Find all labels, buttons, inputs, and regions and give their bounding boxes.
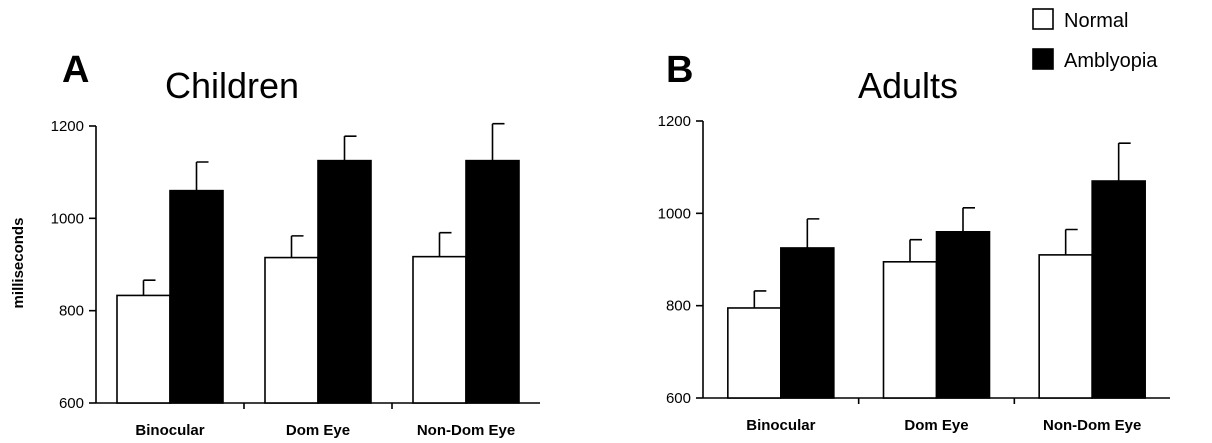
panel-a-bar-amblyopia	[169, 189, 224, 404]
panel-a-error-bar-amblyopia	[195, 161, 209, 191]
panel-a-bar-amblyopia	[317, 159, 372, 404]
panel-a-category-label: Binocular	[135, 422, 204, 439]
panel-a-y-tick-label: 1000	[51, 210, 84, 227]
panel-b-y-tick-label: 600	[666, 390, 691, 407]
panel-b-y-ticks: 600 800 1000 1200	[658, 113, 703, 407]
panel-b-error-bar-normal	[909, 238, 922, 262]
panel-a-bar-amblyopia	[465, 159, 520, 404]
panel-a-error-bar-normal	[142, 279, 156, 296]
panel-b-bar-normal	[882, 261, 938, 399]
panel-b-bar-amblyopia	[780, 247, 835, 399]
legend-swatch-normal	[1032, 8, 1054, 30]
legend-label-normal: Normal	[1064, 10, 1128, 32]
panel-b-letter: B	[666, 49, 693, 91]
panel-b-title: Adults	[858, 65, 958, 106]
panel-b-category-label: Dom Eye	[904, 417, 968, 434]
panel-b-y-tick-label: 1000	[658, 205, 691, 222]
panel-b-bar-normal	[1038, 254, 1093, 399]
panel-a-children: A Children milliseconds 600 800 1000 1200 B…	[10, 49, 540, 439]
panel-b-y-tick-label: 1200	[658, 113, 691, 130]
panel-b-category-label: Non-Dom Eye	[1043, 417, 1141, 434]
panel-a-bar-normal	[116, 294, 171, 404]
panel-a-bar-normal	[412, 255, 467, 404]
panel-a-category-label: Dom Eye	[286, 422, 350, 439]
panel-a-y-tick-label: 800	[59, 303, 84, 320]
panel-b-error-bar-amblyopia	[962, 206, 975, 232]
panel-b-error-bar-normal	[753, 290, 767, 308]
panel-a-error-bar-amblyopia	[343, 135, 357, 161]
panel-a-bar-normal	[264, 256, 319, 404]
panel-b-error-bars	[753, 142, 1131, 308]
panel-a-letter: A	[62, 49, 89, 91]
panel-b-error-bar-amblyopia	[1117, 142, 1131, 182]
panel-a-x-ticks: Binocular Dom Eye Non-Dom Eye	[135, 403, 515, 439]
panel-a-y-tick-label: 600	[59, 395, 84, 412]
panel-b-adults: B Adults 600 800 1000 1200 Binocular Dom Eye…	[658, 49, 1170, 434]
panel-b-bars	[727, 180, 1146, 399]
panel-a-category-label: Non-Dom Eye	[417, 422, 515, 439]
panel-a-y-axis-label: milliseconds	[10, 218, 27, 309]
panel-a-bars	[116, 159, 520, 404]
panel-b-bar-amblyopia	[1091, 180, 1146, 399]
panel-b-bar-normal	[727, 307, 782, 399]
panel-b-category-label: Binocular	[746, 417, 815, 434]
panel-b-bar-amblyopia	[935, 231, 991, 399]
panel-a-error-bar-amblyopia	[491, 122, 505, 161]
panel-a-error-bar-normal	[290, 235, 304, 258]
panel-a-title: Children	[165, 65, 299, 106]
panel-a-y-ticks: 600 800 1000 1200	[51, 118, 96, 412]
panel-b-x-ticks: Binocular Dom Eye Non-Dom Eye	[746, 398, 1141, 434]
panel-b-error-bar-amblyopia	[806, 218, 820, 248]
panel-a-y-tick-label: 1200	[51, 118, 84, 135]
panel-a-error-bar-normal	[438, 231, 452, 257]
legend-label-amblyopia: Amblyopia	[1064, 50, 1158, 72]
legend: Normal Amblyopia	[1032, 8, 1158, 72]
panel-b-error-bar-normal	[1064, 228, 1078, 255]
panel-a-error-bars	[142, 122, 505, 296]
panel-b-y-tick-label: 800	[666, 298, 691, 315]
legend-swatch-amblyopia	[1032, 48, 1054, 70]
